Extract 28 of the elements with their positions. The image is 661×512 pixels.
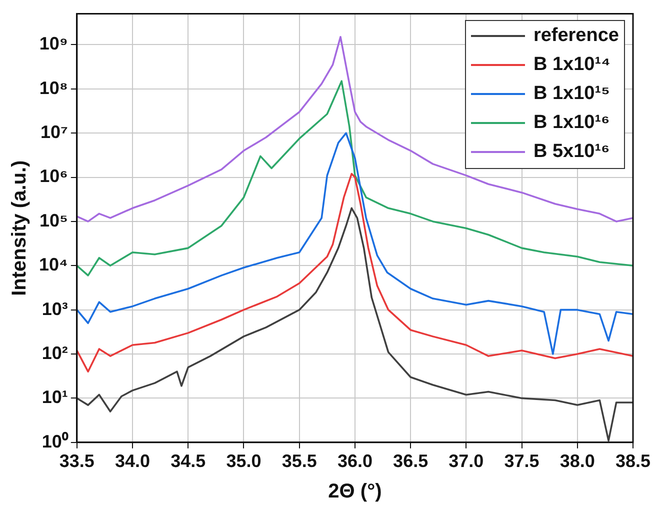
y-tick-label: 10³ xyxy=(42,298,68,319)
x-tick-label: 33.5 xyxy=(59,451,94,472)
x-tick-label: 38.5 xyxy=(615,451,651,472)
x-tick-label: 38.0 xyxy=(560,451,595,472)
x-tick-label: 34.5 xyxy=(170,451,206,472)
legend-label: B 1x10¹⁴ xyxy=(533,54,610,76)
legend-label: B 1x10¹⁶ xyxy=(533,112,610,134)
y-tick-label: 10⁶ xyxy=(40,166,68,186)
y-tick-label: 10⁰ xyxy=(42,431,69,452)
y-axis-title: Intensity (a.u.) xyxy=(8,160,31,296)
x-tick-label: 35.0 xyxy=(226,451,262,472)
y-tick-label: 10⁹ xyxy=(39,34,68,54)
legend-label: B 1x10¹⁵ xyxy=(533,83,610,106)
y-tick-label: 10⁸ xyxy=(39,78,68,98)
legend-label: B 5x10¹⁶ xyxy=(533,141,610,164)
y-tick-label: 10² xyxy=(42,342,68,363)
y-tick-label: 10⁷ xyxy=(40,122,68,142)
x-tick-label: 37.0 xyxy=(448,451,484,472)
x-tick-label: 36.0 xyxy=(337,451,372,472)
y-tick-label: 10¹ xyxy=(42,387,68,408)
legend-label: reference xyxy=(533,25,619,48)
y-tick-label: 10⁵ xyxy=(39,210,68,230)
x-tick-label: 34.0 xyxy=(115,451,150,472)
x-tick-label: 37.5 xyxy=(504,451,540,472)
y-tick-label: 10⁴ xyxy=(38,254,68,275)
x-axis-title: 2Θ (°) xyxy=(328,480,382,503)
x-tick-label: 36.5 xyxy=(393,451,428,472)
x-tick-label: 35.5 xyxy=(282,451,317,472)
